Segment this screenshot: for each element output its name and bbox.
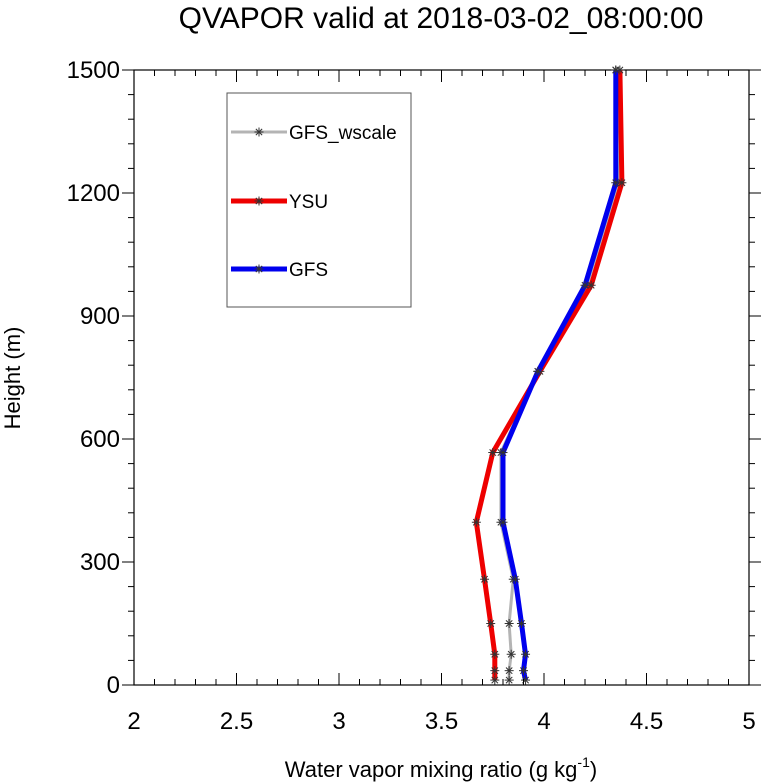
legend-entry-ysu: YSU bbox=[231, 192, 328, 213]
series-line-ysu bbox=[473, 69, 625, 681]
series-line-gfs bbox=[500, 70, 619, 681]
data-point-ysu bbox=[490, 649, 500, 659]
data-point-gfs-wscale bbox=[504, 619, 514, 628]
y-tick-label: 600 bbox=[80, 426, 120, 453]
chart-title: QVAPOR valid at 2018-03-02_08:00:00 bbox=[179, 2, 704, 35]
x-axis-label-sup: -1 bbox=[577, 754, 590, 770]
legend-marker bbox=[254, 196, 264, 206]
data-point-gfs bbox=[521, 649, 531, 659]
data-point-gfs-wscale bbox=[504, 666, 514, 676]
data-point-gfs bbox=[611, 65, 621, 75]
plot-frame bbox=[133, 69, 750, 686]
x-tick-label: 4 bbox=[537, 708, 550, 735]
legend-marker bbox=[254, 127, 264, 137]
data-point-ysu bbox=[480, 574, 490, 584]
legend-entry-gfs-wscale: GFS_wscale bbox=[231, 123, 397, 144]
y-tick-label: 1200 bbox=[67, 180, 120, 207]
x-axis-label-suffix: ) bbox=[590, 757, 597, 782]
legend-label: GFS_wscale bbox=[289, 123, 397, 144]
data-point-gfs-wscale bbox=[506, 649, 516, 659]
x-tick-label: 2.5 bbox=[220, 708, 253, 735]
y-tick-label: 300 bbox=[80, 549, 120, 576]
data-point-ysu bbox=[488, 448, 498, 458]
y-tick-label: 0 bbox=[107, 672, 120, 699]
data-point-gfs bbox=[580, 280, 590, 290]
data-point-gfs bbox=[516, 619, 526, 628]
legend-entry-gfs: GFS bbox=[231, 260, 328, 281]
data-point-ysu bbox=[486, 619, 496, 628]
y-tick-label: 900 bbox=[80, 303, 120, 330]
x-tick-label: 2 bbox=[127, 708, 140, 735]
series-gfs bbox=[498, 65, 621, 685]
data-point-gfs-wscale bbox=[504, 675, 514, 685]
x-tick-label: 5 bbox=[742, 708, 755, 735]
data-point-gfs bbox=[498, 448, 508, 458]
legend-marker bbox=[254, 264, 264, 274]
series-ysu bbox=[471, 65, 627, 685]
data-point-gfs bbox=[510, 574, 520, 584]
legend-label: YSU bbox=[289, 192, 328, 213]
x-tick-label: 4.5 bbox=[630, 708, 663, 735]
data-point-gfs bbox=[533, 366, 543, 376]
data-point-gfs bbox=[519, 666, 528, 676]
data-point-gfs bbox=[611, 178, 621, 188]
x-axis-label-main: Water vapor mixing ratio (g kg bbox=[285, 757, 578, 782]
data-point-ysu bbox=[471, 517, 481, 527]
legend-label: GFS bbox=[289, 260, 328, 281]
y-tick-label: 1500 bbox=[67, 57, 120, 84]
x-axis-label: Water vapor mixing ratio (g kg-1) bbox=[285, 754, 597, 782]
y-axis-label: Height (m) bbox=[0, 327, 25, 430]
x-tick-label: 3 bbox=[332, 708, 345, 735]
data-point-ysu bbox=[490, 666, 500, 676]
data-point-ysu bbox=[490, 675, 500, 685]
data-point-gfs bbox=[498, 517, 508, 527]
x-tick-label: 3.5 bbox=[425, 708, 458, 735]
